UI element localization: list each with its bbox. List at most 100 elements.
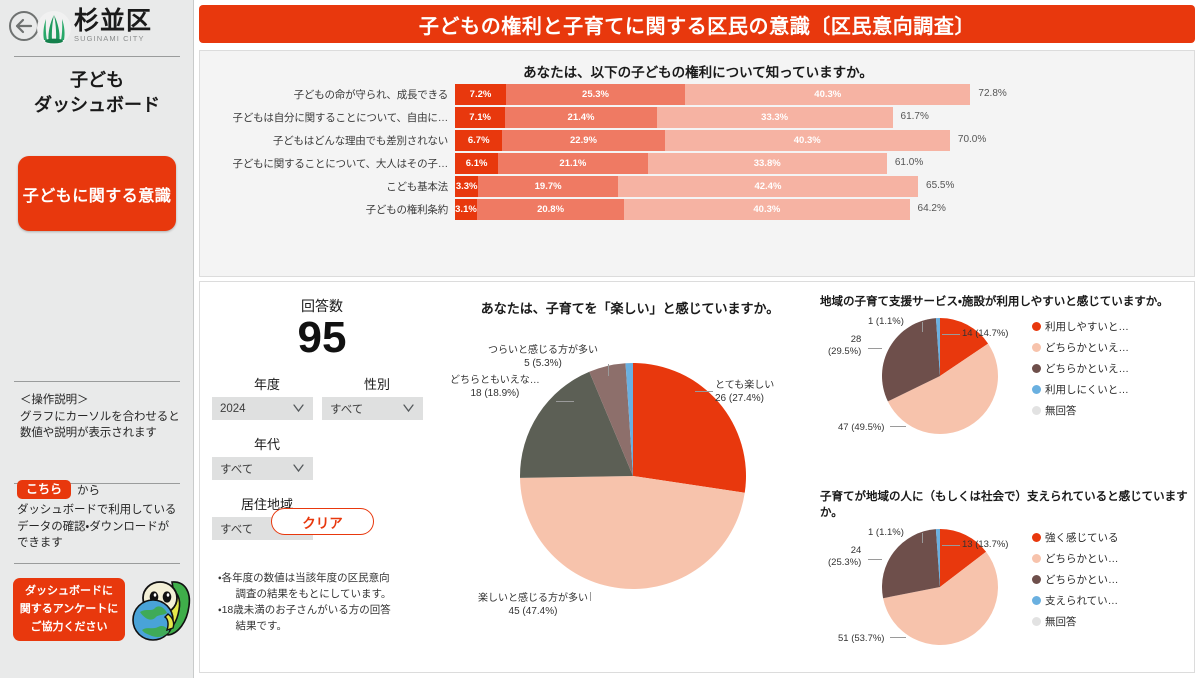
pie-slice[interactable]	[589, 363, 633, 476]
bar-row[interactable]: 子どもは自分に関することについて、自由に… 7.1% 21.4% 33.3% 61.7%	[200, 107, 1196, 128]
bar-row[interactable]: 子どもはどんな理由でも差別されない 6.7% 22.9% 40.3% 70.0%	[200, 130, 1196, 151]
sidebar-divider-4	[14, 563, 180, 564]
bar-row[interactable]: 子どもの権利条約 3.1% 20.8% 40.3% 64.2%	[200, 199, 1196, 220]
bar-track: 3.1% 20.8% 40.3%	[455, 199, 1195, 220]
survey-request-button[interactable]: ダッシュボードに 関するアンケートに ご協力ください	[13, 578, 125, 641]
pie-value-label: 1 (1.1%)	[868, 527, 904, 538]
download-line-2: データの確認・ダウンロードが	[17, 520, 170, 533]
bar-total-label: 61.0%	[894, 157, 924, 168]
bar-segment[interactable]: 40.3%	[624, 199, 910, 220]
filter-selected-value: 2024	[220, 402, 246, 415]
legend-item[interactable]: 強く感じている	[1032, 527, 1192, 548]
back-button-circle[interactable]	[9, 11, 39, 41]
bar-segment[interactable]: 40.3%	[685, 84, 971, 105]
legend-color-dot	[1032, 617, 1041, 626]
bar-row[interactable]: 子どもの命が守られ、成長できる 7.2% 25.3% 40.3% 72.8%	[200, 84, 1196, 105]
filter-cell: 年代 すべて	[212, 420, 322, 480]
rights-awareness-bar-chart-panel: あなたは、以下の子どもの権利について知っていますか。 子どもの命が守られ、成長で…	[199, 50, 1196, 328]
bar-segment[interactable]: 3.3%	[455, 176, 479, 197]
pie2-chart[interactable]	[880, 316, 1000, 436]
bar-segment[interactable]: 20.8%	[476, 199, 625, 220]
legend-item[interactable]: どちらかとい…	[1032, 548, 1192, 569]
legend-item[interactable]: 利用しやすいと…	[1032, 316, 1192, 337]
bar-segment[interactable]: 7.2%	[455, 84, 506, 105]
leader-line	[608, 364, 609, 376]
community-support-pie-panel: 子育てが地域の人に（もしくは社会で）支えられていると感じていますか。 13 (1…	[820, 489, 1192, 655]
help-heading: ＜操作説明＞	[20, 394, 89, 406]
bar-total-label: 64.2%	[917, 203, 946, 214]
leader-line	[590, 592, 591, 601]
bar-segment[interactable]: 21.1%	[498, 153, 648, 174]
bar-segment[interactable]: 6.1%	[455, 153, 499, 174]
leader-line	[942, 545, 960, 546]
filter-cell: 年度 2024	[212, 374, 322, 420]
pie-value-label: 14 (14.7%)	[962, 328, 1009, 339]
legend-label: 無回答	[1045, 616, 1077, 628]
kochira-link-button[interactable]: こちら	[17, 480, 72, 499]
filter-panel: 回答数 95 年度 2024 性別 すべて 年代 すべて 居住地域 すべて クリア ・各年度の…	[204, 286, 440, 670]
bar-segment[interactable]: 33.3%	[656, 107, 893, 128]
suginami-mascot-icon	[132, 581, 191, 641]
pie2-legend: 利用しやすいと… どちらかといえ… どちらかといえ… 利用しにくいと… 無回答	[1032, 316, 1192, 421]
pie-slice[interactable]	[935, 318, 940, 376]
bar-track: 6.7% 22.9% 40.3%	[455, 130, 1195, 151]
bar-segment[interactable]: 19.7%	[478, 176, 618, 197]
bar-row[interactable]: 子どもに関することについて、大人はその子… 6.1% 21.1% 33.8% 61.0%	[200, 153, 1196, 174]
bar-segment[interactable]: 25.3%	[505, 84, 686, 105]
filter-select-3[interactable]: すべて	[212, 457, 313, 480]
bar-segment[interactable]: 33.8%	[647, 153, 887, 174]
bar-segment[interactable]: 42.4%	[617, 176, 919, 197]
pie-value-label: 楽しいと感じる方が多い 45 (47.4%)	[478, 593, 588, 617]
legend-item[interactable]: どちらかとい…	[1032, 569, 1192, 590]
legend-item[interactable]: どちらかといえ…	[1032, 358, 1192, 379]
bar-segment[interactable]: 40.3%	[664, 130, 950, 151]
legend-item[interactable]: 支えられてい…	[1032, 590, 1192, 611]
legend-color-dot	[1032, 554, 1041, 563]
page-title: 子どもの権利と子育てに関する区民の意識〔区民意向調査〕	[418, 15, 976, 38]
bar-total-label: 70.0%	[957, 134, 987, 145]
pie3-chart[interactable]	[880, 527, 1000, 647]
pie-slice[interactable]	[882, 529, 940, 599]
pie-slice[interactable]	[940, 529, 987, 587]
chevron-down-icon	[293, 404, 304, 413]
bar-row[interactable]: こども基本法 3.3% 19.7% 42.4% 65.5%	[200, 176, 1196, 197]
legend-item[interactable]: 利用しにくいと…	[1032, 379, 1192, 400]
dashboard-title-line2: ダッシュボード	[34, 95, 160, 115]
legend-item[interactable]: 無回答	[1032, 400, 1192, 421]
bar-segment[interactable]: 3.1%	[455, 199, 477, 220]
legend-color-dot	[1032, 385, 1041, 394]
sidebar-logo[interactable]: 杉並区 SUGINAMI CITY	[0, 4, 194, 50]
help-line-1: グラフにカーソルを合わせると	[20, 410, 180, 423]
legend-item[interactable]: どちらかといえ…	[1032, 337, 1192, 358]
bar-segment[interactable]: 21.4%	[505, 107, 657, 128]
sidebar: 杉並区 SUGINAMI CITY 子ども ダッシュボード 子どもに関する意識 …	[0, 0, 194, 678]
bar-segment[interactable]: 7.1%	[455, 107, 506, 128]
pie-slice[interactable]	[520, 476, 745, 590]
filter-select-1[interactable]: 2024	[212, 397, 313, 420]
filter-select-2[interactable]: すべて	[322, 397, 423, 420]
download-line-3: できます	[17, 537, 63, 549]
bar-track: 3.3% 19.7% 42.4%	[455, 176, 1195, 197]
pie1-chart[interactable]	[518, 361, 748, 591]
pie-value-label: 1 (1.1%)	[868, 316, 904, 327]
pie-slice[interactable]	[633, 363, 746, 493]
bar-category-label: 子どもは自分に関することについて、自由に…	[232, 112, 448, 124]
legend-item[interactable]: 無回答	[1032, 611, 1192, 632]
bar-segment[interactable]: 6.7%	[455, 130, 503, 151]
legend-color-dot	[1032, 343, 1041, 352]
page-header: 子どもの権利と子育てに関する区民の意識〔区民意向調査〕	[199, 5, 1195, 43]
pie-slice[interactable]	[935, 529, 940, 587]
pie-slice[interactable]	[883, 551, 998, 645]
sidebar-divider-3	[14, 483, 180, 484]
data-download-block: こちら から ダッシュボードで利用している データの確認・ダウンロードが できます	[17, 480, 192, 552]
sidebar-item-child-awareness[interactable]: 子どもに関する意識	[18, 156, 176, 231]
pie-slice[interactable]	[625, 363, 633, 476]
pie-slice[interactable]	[882, 318, 940, 402]
pie-slice[interactable]	[940, 318, 989, 376]
clear-filters-button[interactable]: クリア	[271, 508, 374, 535]
pie-slice[interactable]	[887, 343, 998, 435]
pie-slice[interactable]	[520, 371, 633, 478]
bar-segment[interactable]: 22.9%	[502, 130, 665, 151]
filter-selected-value: すべて	[330, 403, 364, 416]
